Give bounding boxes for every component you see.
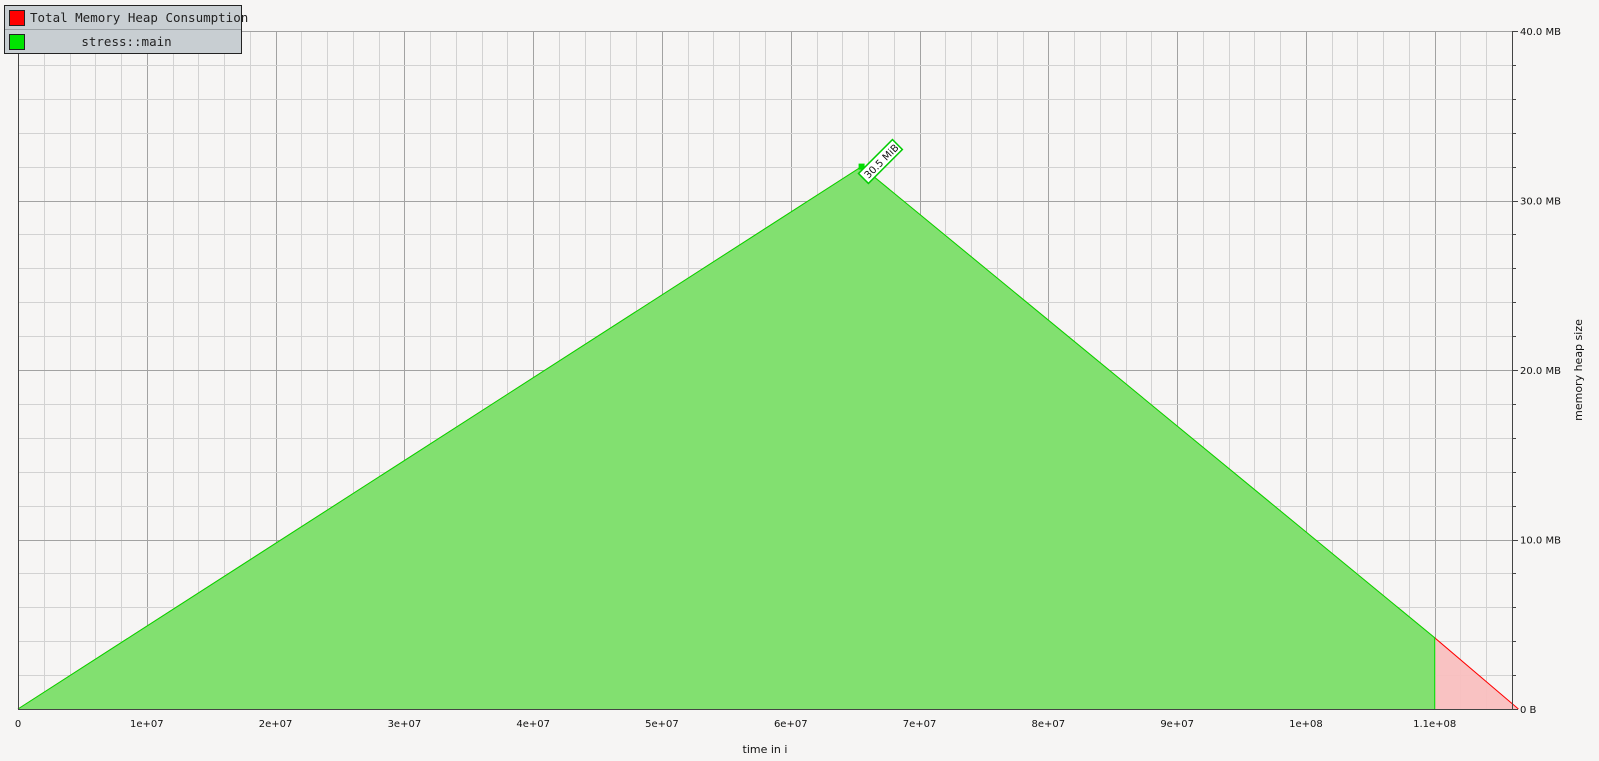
y-axis-label: memory heap size [1572, 319, 1585, 421]
legend-label-stress-main: stress::main [81, 34, 172, 49]
x-tick-label-4: 4e+07 [516, 719, 550, 730]
x-tick-label-11: 1.1e+08 [1413, 719, 1456, 730]
y-tick-label-2: 20.0 MB [1520, 366, 1561, 377]
x-tick-label-0: 0 [15, 719, 21, 730]
legend-swatch-stress-main [9, 33, 25, 50]
x-axis-label: time in i [743, 743, 788, 756]
legend: Total Memory Heap Consumption stress::ma… [4, 5, 248, 54]
series-line-1 [17, 165, 1436, 710]
x-tick-label-10: 1e+08 [1289, 719, 1323, 730]
x-tick-label-3: 3e+07 [388, 719, 422, 730]
legend-item-total[interactable]: Total Memory Heap Consumption [5, 6, 248, 30]
series-areas [17, 165, 1519, 710]
legend-item-stress-main[interactable]: stress::main [5, 30, 241, 53]
x-tick-label-2: 2e+07 [259, 719, 293, 730]
x-tick-label-6: 6e+07 [774, 719, 808, 730]
y-tick-label-1: 10.0 MB [1520, 536, 1561, 547]
y-tick-label-0: 0 B [1520, 705, 1537, 716]
annotation-box-0 [857, 138, 904, 185]
x-tick-label-8: 8e+07 [1032, 719, 1066, 730]
y-tick-labels: 0 B 10.0 MB 20.0 MB 30.0 MB 40.0 MB [1520, 27, 1561, 716]
x-tick-label-5: 5e+07 [645, 719, 679, 730]
x-tick-label-9: 9e+07 [1160, 719, 1194, 730]
legend-swatch-total [9, 9, 25, 26]
x-tick-labels: 0 1e+07 2e+07 3e+07 4e+07 5e+07 6e+07 7e+07 8e+0… [15, 719, 1456, 730]
x-tick-label-1: 1e+07 [130, 719, 164, 730]
annotation-marker-0 [858, 163, 865, 170]
axes [18, 31, 1513, 710]
series-area-1 [18, 166, 1435, 710]
x-tick-label-7: 7e+07 [903, 719, 937, 730]
legend-label-total: Total Memory Heap Consumption [30, 10, 249, 25]
y-tick-label-3: 30.0 MB [1520, 197, 1561, 208]
y-tick-label-4: 40.0 MB [1520, 27, 1561, 38]
